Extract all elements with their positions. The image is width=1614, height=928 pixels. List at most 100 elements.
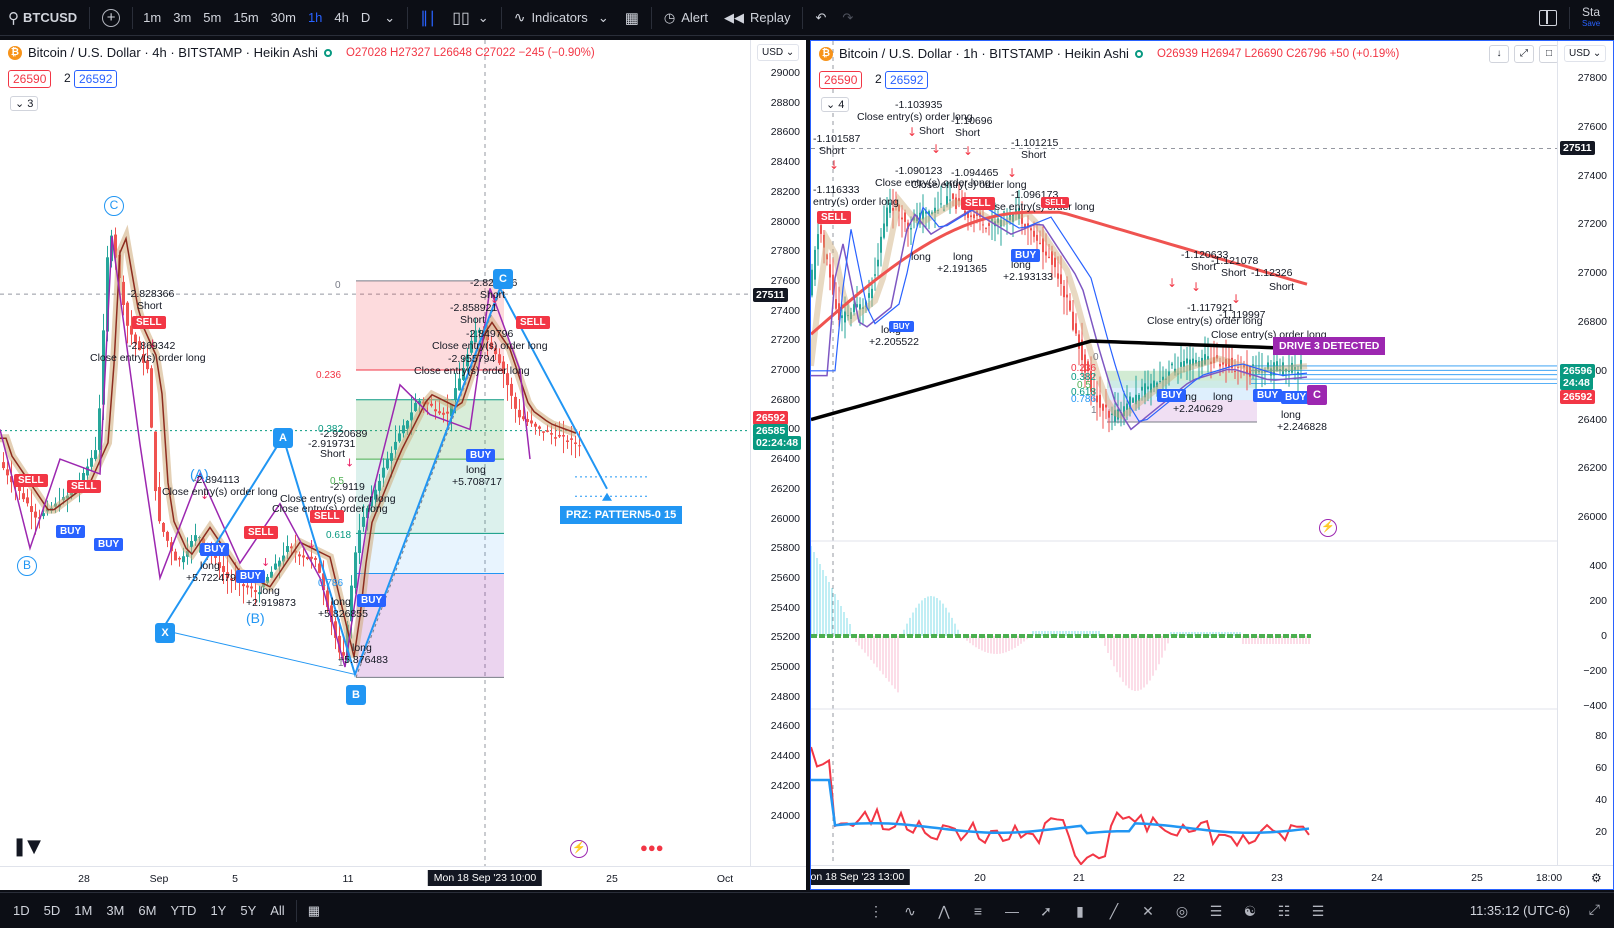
- replay-button[interactable]: ◀◀ Replay: [716, 0, 798, 36]
- fib-label: 0.5: [1077, 380, 1091, 391]
- annotation: Close entry(s) order long: [414, 365, 530, 377]
- candle-body: [558, 435, 561, 437]
- redo-button[interactable]: ↷: [834, 0, 861, 36]
- candle-body: [350, 585, 353, 622]
- timeframe-dropdown[interactable]: ⌄: [376, 0, 403, 36]
- right-currency-button[interactable]: USD ⌄: [1564, 45, 1607, 62]
- trend-channel-icon[interactable]: ≡: [973, 903, 983, 919]
- range-all[interactable]: All: [270, 903, 285, 918]
- time-scale-label: Oct: [716, 873, 734, 885]
- range-1d[interactable]: 1D: [13, 903, 30, 918]
- time-scale-label: 5: [232, 873, 238, 885]
- candle-body: [1162, 376, 1164, 381]
- range-ytd[interactable]: YTD: [170, 903, 197, 918]
- indicators-button[interactable]: ∿ Indicators ⌄: [506, 0, 617, 36]
- left-buy-price-button[interactable]: 26592: [74, 70, 118, 88]
- timeframe-30m[interactable]: 30m: [270, 10, 296, 25]
- layout-select-button[interactable]: [1531, 0, 1565, 36]
- left-indicator-toggle[interactable]: ⌄ 3: [10, 96, 39, 111]
- parallel-channel-icon[interactable]: ☷: [1277, 903, 1291, 919]
- price-scale-label: 24600: [770, 720, 800, 733]
- timeframe-1m[interactable]: 1m: [143, 10, 162, 25]
- chart-type-bars-button[interactable]: ∥∣: [412, 0, 444, 36]
- left-chart-canvas[interactable]: ↓ ↓ ↓ ↓ ↓ ↓: [0, 40, 750, 866]
- timeframe-15m[interactable]: 15m: [233, 10, 259, 25]
- chevron-down-icon: ⌄: [1592, 48, 1602, 59]
- right-chart-canvas[interactable]: ↓ ↓ ↓ ↓ ↓ ↓ ↓ ↓: [811, 41, 1557, 865]
- layouts-button[interactable]: ▦: [617, 0, 647, 36]
- time-scale-settings-icon[interactable]: ⚙: [1591, 871, 1602, 885]
- trend-line-icon[interactable]: ╱: [1109, 903, 1119, 919]
- vertical-bars-icon[interactable]: ▮: [1076, 903, 1084, 919]
- chart-type-candles-button[interactable]: ▯▯ ⌄: [444, 0, 497, 36]
- timeframe-d[interactable]: D: [360, 10, 371, 25]
- pane-maximize-button[interactable]: ⤢: [1514, 45, 1534, 63]
- right-price-scale[interactable]: USD ⌄ 2780027600274002720027000268002660…: [1557, 41, 1613, 865]
- menu-icon[interactable]: ☰: [1311, 903, 1325, 919]
- range-1m[interactable]: 1M: [74, 903, 93, 918]
- abc-pattern-icon[interactable]: ⋀: [938, 903, 950, 919]
- chart-pane-left[interactable]: ↓ ↓ ↓ ↓ ↓ ↓ ₿ Bitcoin / U.S. Dollar · 4h · BI…: [0, 40, 806, 890]
- candle-body: [1102, 404, 1104, 411]
- left-price-scale[interactable]: USD ⌄ 29000 28800 28600 28400 28200 28000 2780…: [750, 40, 806, 866]
- pattern-point-x[interactable]: X: [155, 623, 175, 643]
- pattern-point-c[interactable]: C: [493, 269, 513, 289]
- flash-icon[interactable]: ⚡: [1319, 519, 1337, 537]
- pattern-point-a[interactable]: A: [273, 428, 293, 448]
- left-chart-title[interactable]: Bitcoin / U.S. Dollar · 4h · BITSTAMP · …: [28, 45, 318, 60]
- candle-body: [30, 506, 33, 512]
- compare-button[interactable]: +: [94, 0, 128, 36]
- range-6m[interactable]: 6M: [138, 903, 157, 918]
- right-buy-price-button[interactable]: 26592: [885, 71, 929, 89]
- symbol-search[interactable]: ⚲ BTCUSD: [0, 0, 85, 36]
- fib-extension-icon[interactable]: ☯: [1243, 903, 1257, 919]
- chevron-down-icon: ⌄: [597, 9, 609, 25]
- events-icon[interactable]: ●●●: [640, 840, 664, 855]
- right-chart-title[interactable]: Bitcoin / U.S. Dollar · 1h · BITSTAMP · …: [839, 46, 1129, 61]
- drag-handle-icon[interactable]: ⋮: [869, 903, 883, 919]
- candle-body: [322, 573, 325, 590]
- pane-settings-button[interactable]: □: [1539, 45, 1559, 63]
- candle-body: [1243, 364, 1245, 368]
- alert-button[interactable]: ◷ Alert: [656, 0, 716, 36]
- left-qty: 2: [60, 70, 75, 86]
- elliott-wave-icon[interactable]: ∿: [904, 903, 916, 919]
- candle-body: [1066, 294, 1068, 298]
- left-currency-button[interactable]: USD ⌄: [757, 44, 800, 61]
- pane-divider[interactable]: [806, 36, 810, 892]
- candle-body: [154, 431, 157, 492]
- xabcd-pattern-icon[interactable]: ✕: [1142, 903, 1154, 919]
- fullscreen-icon[interactable]: ⤢: [1588, 901, 1600, 917]
- candle-body: [574, 442, 577, 444]
- price-scale-label: 24200: [770, 779, 800, 792]
- flash-icon[interactable]: ⚡: [570, 840, 588, 858]
- right-indicator-toggle[interactable]: ⌄ 4: [821, 97, 850, 112]
- pane-down-button[interactable]: ↓: [1489, 45, 1509, 63]
- chart-pane-right[interactable]: ↓ ↓ ↓ ↓ ↓ ↓ ↓ ↓ ₿ Bitcoin / U.S. Dollar · 1h · …: [810, 40, 1614, 890]
- timeframe-5m[interactable]: 5m: [203, 10, 222, 25]
- left-time-scale[interactable]: 28 Sep 5 11 25 Oct Mon 18 Sep '23 10:00: [0, 866, 806, 890]
- ray-icon[interactable]: ➚: [1040, 903, 1052, 919]
- fib-retracement-icon[interactable]: ☰: [1209, 903, 1223, 919]
- range-5y[interactable]: 5Y: [240, 903, 257, 918]
- candle-body: [1201, 357, 1203, 367]
- pattern-point-b[interactable]: B: [346, 685, 366, 705]
- range-3m[interactable]: 3M: [106, 903, 125, 918]
- clock[interactable]: 11:35:12 (UTC-6): [1469, 903, 1570, 918]
- left-sell-price-button[interactable]: 26590: [8, 70, 52, 88]
- horizontal-line-icon[interactable]: —: [1005, 903, 1019, 919]
- range-1y[interactable]: 1Y: [210, 903, 227, 918]
- timeframe-1h[interactable]: 1h: [307, 10, 323, 25]
- fib-circle-icon[interactable]: ◎: [1175, 903, 1189, 919]
- range-5d[interactable]: 5D: [43, 903, 61, 918]
- candle-body: [338, 635, 341, 653]
- goto-date-button[interactable]: ▦: [301, 903, 327, 919]
- right-time-scale[interactable]: 20 21 22 23 24 25 18:00 Mon 18 Sep '23 13:00: [811, 865, 1613, 889]
- timeframe-4h[interactable]: 4h: [334, 10, 349, 25]
- pattern-point-c[interactable]: C: [1307, 385, 1327, 405]
- undo-button[interactable]: ↶: [807, 0, 834, 36]
- save-status[interactable]: Sta Save: [1574, 0, 1614, 36]
- timeframe-3m[interactable]: 3m: [173, 10, 192, 25]
- right-sell-price-button[interactable]: 26590: [819, 71, 863, 89]
- candle-body: [1261, 371, 1263, 373]
